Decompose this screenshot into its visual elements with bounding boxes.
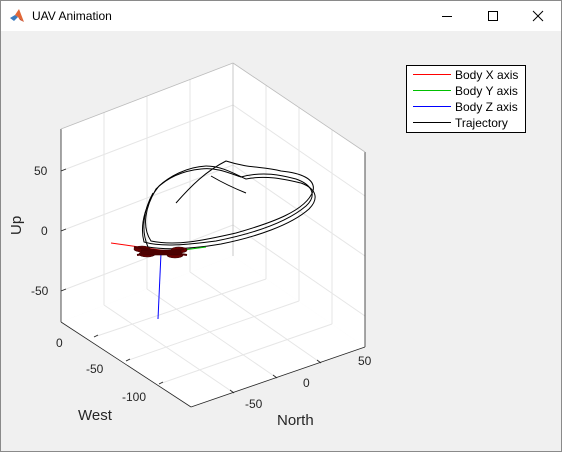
legend-swatch	[413, 74, 451, 75]
north-tick-labels: -50 0 50	[245, 354, 372, 411]
trajectory-tail	[210, 175, 247, 194]
minimize-button[interactable]	[424, 1, 470, 31]
window-title: UAV Animation	[32, 9, 112, 23]
north-axis-label: North	[277, 412, 314, 429]
west-tick-label: -100	[122, 390, 146, 404]
legend-item-trajectory: Trajectory	[407, 115, 525, 131]
legend-item-body-x: Body X axis	[407, 67, 525, 83]
maximize-button[interactable]	[470, 1, 516, 31]
west-tick-labels: 0 -50 -100	[56, 336, 146, 404]
trajectory-loop-2	[142, 165, 313, 246]
grid-lines	[60, 79, 366, 394]
west-tick-label: -50	[86, 362, 104, 376]
west-tick-label: 0	[56, 336, 63, 350]
legend-swatch	[413, 90, 451, 91]
axes-box	[60, 62, 366, 408]
legend-label: Body X axis	[455, 68, 519, 82]
legend-swatch	[413, 122, 451, 123]
uav-drone	[133, 245, 188, 259]
legend-item-body-y: Body Y axis	[407, 83, 525, 99]
north-tick-label: 0	[303, 376, 310, 390]
north-tick-label: -50	[245, 397, 263, 411]
title-bar[interactable]: UAV Animation	[1, 1, 561, 31]
minimize-icon	[442, 16, 452, 17]
plot-area[interactable]: 50 0 -50 0 -50 -100 -50 0 50 Up West Nor…	[1, 32, 561, 451]
axis-lines	[60, 62, 366, 408]
close-icon	[532, 10, 544, 22]
up-tick-labels: 50 0 -50	[31, 164, 49, 298]
west-axis-label: West	[78, 407, 113, 424]
z-tick-label: -50	[31, 284, 49, 298]
legend-swatch	[413, 106, 451, 107]
up-axis-label: Up	[8, 216, 25, 235]
close-button[interactable]	[515, 1, 561, 31]
legend-label: Trajectory	[455, 116, 508, 130]
maximize-icon	[488, 11, 498, 21]
z-tick-label: 50	[34, 164, 48, 178]
north-tick-label: 50	[358, 354, 372, 368]
legend-item-body-z: Body Z axis	[407, 99, 525, 115]
legend-label: Body Z axis	[455, 100, 518, 114]
matlab-logo-icon	[9, 8, 25, 24]
legend[interactable]: Body X axis Body Y axis Body Z axis Traj…	[406, 65, 526, 133]
legend-label: Body Y axis	[455, 84, 518, 98]
z-tick-label: 0	[41, 224, 48, 238]
body-z-axis-line	[157, 252, 162, 320]
